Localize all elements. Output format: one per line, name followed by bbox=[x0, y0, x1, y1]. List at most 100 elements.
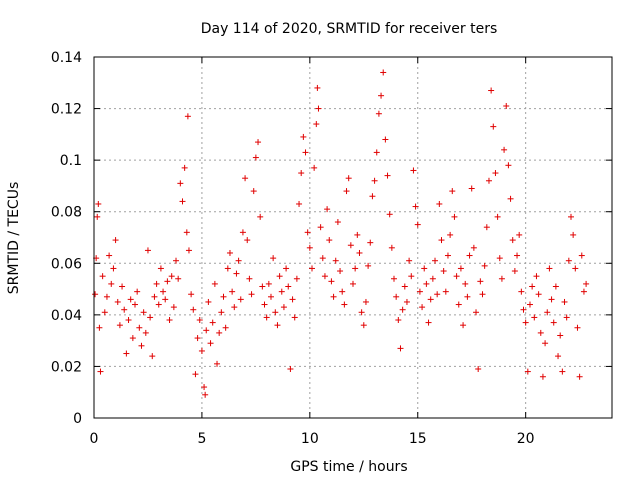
x-tick-label: 0 bbox=[90, 431, 99, 447]
data-point bbox=[425, 319, 432, 326]
x-tick-label: 20 bbox=[517, 431, 535, 447]
data-point bbox=[378, 92, 385, 99]
data-point bbox=[231, 304, 238, 311]
data-point bbox=[259, 283, 266, 290]
data-point bbox=[151, 293, 158, 300]
data-point bbox=[552, 283, 559, 290]
data-point bbox=[226, 249, 233, 256]
data-point bbox=[406, 257, 413, 264]
data-point bbox=[164, 278, 171, 285]
data-point bbox=[350, 280, 356, 287]
data-point bbox=[315, 105, 322, 112]
data-point bbox=[157, 265, 164, 272]
data-point bbox=[306, 244, 313, 251]
data-point bbox=[412, 203, 419, 210]
data-point bbox=[216, 329, 223, 336]
data-point bbox=[136, 324, 143, 331]
data-point bbox=[229, 288, 236, 295]
data-point bbox=[384, 172, 391, 179]
data-point bbox=[427, 296, 434, 303]
data-point bbox=[531, 314, 538, 321]
data-point bbox=[142, 329, 149, 336]
data-point bbox=[92, 291, 99, 298]
data-point bbox=[492, 170, 499, 177]
data-point bbox=[444, 252, 451, 259]
data-point bbox=[457, 265, 464, 272]
data-point bbox=[283, 265, 290, 272]
data-point bbox=[185, 247, 192, 254]
data-point bbox=[414, 221, 421, 228]
y-tick-label: 0.12 bbox=[51, 102, 82, 118]
data-point bbox=[419, 304, 426, 311]
data-point bbox=[442, 288, 449, 295]
data-point bbox=[477, 278, 484, 285]
data-point bbox=[242, 175, 249, 182]
data-point bbox=[123, 350, 130, 357]
data-point bbox=[291, 314, 298, 321]
data-point bbox=[416, 288, 423, 295]
data-point bbox=[352, 265, 359, 272]
data-point bbox=[470, 244, 477, 251]
data-point bbox=[494, 213, 501, 220]
data-point bbox=[365, 262, 372, 269]
data-point bbox=[388, 244, 395, 251]
data-point bbox=[94, 213, 101, 220]
data-point bbox=[317, 224, 324, 231]
data-point bbox=[548, 296, 555, 303]
data-point bbox=[481, 262, 488, 269]
data-point bbox=[194, 335, 201, 342]
data-point bbox=[134, 288, 141, 295]
data-point bbox=[257, 213, 264, 220]
data-point bbox=[485, 177, 492, 184]
data-point bbox=[397, 345, 404, 352]
data-point bbox=[177, 180, 184, 187]
data-point bbox=[175, 275, 182, 282]
data-point bbox=[393, 293, 400, 300]
data-point bbox=[300, 133, 307, 140]
data-point bbox=[367, 239, 374, 246]
chart-title: Day 114 of 2020, SRMTID for receiver ter… bbox=[201, 21, 498, 37]
data-point bbox=[99, 273, 106, 280]
x-tick-labels: 0 5 10 15 20 bbox=[90, 431, 535, 447]
y-tick-label: 0.14 bbox=[51, 50, 82, 66]
data-point bbox=[289, 296, 296, 303]
data-point bbox=[570, 231, 577, 238]
data-point bbox=[473, 309, 480, 316]
data-point bbox=[173, 257, 180, 264]
data-point bbox=[324, 206, 331, 213]
data-point bbox=[293, 275, 300, 282]
data-point bbox=[280, 304, 287, 311]
data-point bbox=[337, 268, 344, 275]
data-point bbox=[503, 102, 510, 109]
y-tick-label: 0.1 bbox=[60, 153, 82, 169]
data-point bbox=[97, 368, 104, 375]
data-point bbox=[501, 146, 508, 153]
data-point bbox=[203, 327, 210, 334]
data-point bbox=[468, 185, 475, 192]
data-point bbox=[252, 154, 259, 161]
y-tick-labels: 0 0.02 0.04 0.06 0.08 0.1 0.12 0.14 bbox=[51, 50, 82, 427]
data-point bbox=[248, 291, 255, 298]
data-point bbox=[326, 237, 333, 244]
data-point bbox=[278, 288, 285, 295]
data-point bbox=[138, 342, 145, 349]
data-point bbox=[96, 324, 103, 331]
data-point bbox=[149, 353, 156, 360]
data-point bbox=[140, 309, 147, 316]
data-point bbox=[466, 252, 473, 259]
data-point bbox=[341, 301, 348, 308]
data-point bbox=[395, 317, 402, 324]
data-point bbox=[369, 193, 376, 200]
data-point bbox=[399, 306, 406, 313]
data-point bbox=[542, 340, 549, 347]
data-point bbox=[110, 265, 117, 272]
data-point bbox=[190, 306, 197, 313]
data-point bbox=[129, 335, 136, 342]
data-point bbox=[555, 353, 562, 360]
data-point bbox=[162, 296, 169, 303]
y-tick-label: 0.04 bbox=[51, 308, 82, 324]
data-point bbox=[380, 69, 387, 76]
y-tick-label: 0.06 bbox=[51, 256, 82, 272]
data-point bbox=[114, 298, 121, 305]
